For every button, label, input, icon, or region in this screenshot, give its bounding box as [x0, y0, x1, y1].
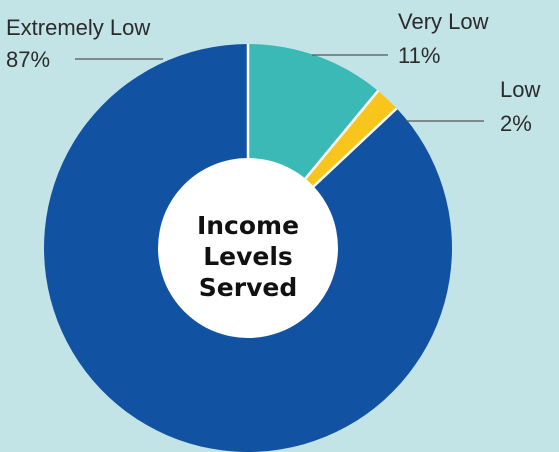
donut-hole — [158, 158, 338, 338]
slice-value-low: 2% — [500, 111, 532, 136]
center-title-line-2: Levels — [203, 242, 293, 271]
slice-label-extremely-low: Extremely Low — [6, 15, 150, 40]
center-title-line-1: Income — [197, 211, 299, 240]
slice-value-extremely-low: 87% — [6, 47, 50, 72]
slice-value-very-low: 11% — [398, 43, 440, 68]
slice-label-very-low: Very Low — [398, 9, 489, 34]
slice-label-low: Low — [500, 77, 540, 102]
center-title-line-3: Served — [199, 273, 297, 302]
